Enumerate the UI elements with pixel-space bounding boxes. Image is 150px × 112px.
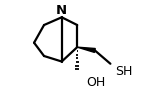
Text: N: N xyxy=(56,4,67,17)
Text: SH: SH xyxy=(115,65,132,78)
Polygon shape xyxy=(77,47,95,52)
Text: OH: OH xyxy=(86,76,105,89)
